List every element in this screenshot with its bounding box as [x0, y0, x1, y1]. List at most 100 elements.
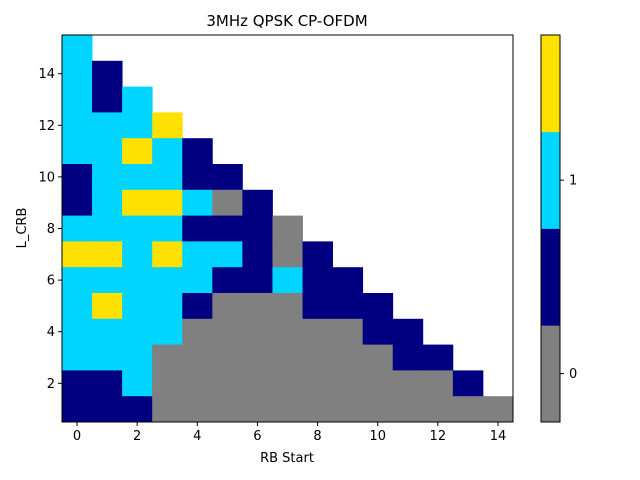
heatmap-cell [152, 370, 183, 397]
heatmap-cell [242, 189, 273, 216]
colorbar-tick-label: 0 [569, 367, 577, 382]
heatmap-cell [212, 370, 243, 397]
heatmap-cell [242, 293, 273, 320]
heatmap-cell [212, 189, 243, 216]
heatmap-cell [152, 267, 183, 294]
heatmap-cell [92, 293, 123, 320]
heatmap-cell [242, 215, 273, 242]
heatmap-cell [122, 138, 153, 165]
heatmap-cell [92, 112, 123, 139]
y-tick-label: 10 [38, 170, 55, 185]
heatmap-cell [62, 215, 93, 242]
heatmap-cell [332, 344, 364, 371]
colorbar-segment [541, 228, 560, 326]
heatmap-cell [212, 344, 243, 371]
colorbar-tick-label: 1 [569, 174, 577, 189]
heatmap-cell [422, 396, 454, 423]
heatmap-cell [92, 344, 123, 371]
heatmap-cell [62, 344, 93, 371]
heatmap-cell [62, 318, 93, 345]
heatmap-cell [92, 241, 123, 268]
heatmap-cell [242, 318, 273, 345]
heatmap-cell [302, 370, 333, 397]
heatmap-cell [182, 138, 213, 165]
heatmap-cell [392, 344, 424, 371]
chart-title: 3MHz QPSK CP-OFDM [206, 12, 367, 30]
heatmap-cell [302, 344, 333, 371]
heatmap-cell [122, 293, 153, 320]
heatmap-cell [62, 86, 93, 113]
heatmap-cell [182, 189, 213, 216]
heatmap-cell [122, 164, 153, 191]
heatmap-cell [422, 370, 454, 397]
y-axis: 2 4 6 8 10 12 14 [38, 67, 62, 392]
heatmap-cell [272, 267, 303, 294]
heatmap-cell [92, 370, 123, 397]
heatmap-cell [272, 370, 303, 397]
heatmap-cell [332, 293, 364, 320]
heatmap-cell [152, 344, 183, 371]
heatmap-cell [152, 189, 183, 216]
heatmap-cell [212, 318, 243, 345]
heatmap-cell [182, 370, 213, 397]
heatmap-cell [182, 344, 213, 371]
colorbar-segment [541, 131, 560, 229]
heatmap-cell [62, 138, 93, 165]
x-tick-label: 14 [490, 429, 507, 444]
heatmap-cell [182, 293, 213, 320]
x-axis: 0 2 4 6 8 10 12 14 [73, 422, 506, 444]
heatmap-cell [212, 267, 243, 294]
heatmap-plot-area [61, 34, 514, 423]
heatmap-cell [362, 370, 394, 397]
heatmap-cell [242, 267, 273, 294]
heatmap-cell [242, 344, 273, 371]
heatmap-cell [152, 215, 183, 242]
heatmap-cell [182, 396, 213, 423]
heatmap-cell [302, 396, 333, 423]
heatmap-cell [212, 215, 243, 242]
heatmap-cell [152, 318, 183, 345]
heatmap-cell [362, 396, 394, 423]
x-axis-label: RB Start [260, 451, 314, 466]
heatmap-cell [122, 86, 153, 113]
y-tick-label: 6 [47, 274, 55, 289]
heatmap-cell [332, 396, 364, 423]
heatmap-cell [92, 396, 123, 423]
heatmap-cell [62, 112, 93, 139]
heatmap-cell [62, 189, 93, 216]
y-axis-label: L_CRB [15, 208, 30, 249]
x-tick-label: 2 [133, 429, 141, 444]
heatmap-cell [62, 396, 93, 423]
heatmap-cell [152, 293, 183, 320]
heatmap-cell [122, 215, 153, 242]
y-tick-label: 8 [47, 222, 55, 237]
heatmap-cell [62, 60, 93, 87]
y-tick-label: 14 [38, 67, 55, 82]
heatmap-cell [362, 293, 394, 320]
heatmap-cell [422, 344, 454, 371]
heatmap-cell [302, 241, 333, 268]
heatmap-cell [122, 318, 153, 345]
heatmap-cell [332, 267, 364, 294]
heatmap-cell [242, 370, 273, 397]
heatmap-cell [302, 293, 333, 320]
y-tick-label: 2 [47, 377, 55, 392]
heatmap-cell [182, 318, 213, 345]
heatmap-cell [182, 215, 213, 242]
heatmap-cell [62, 267, 93, 294]
y-tick-label: 12 [38, 119, 55, 134]
heatmap-cell [212, 241, 243, 268]
heatmap-cell [482, 396, 514, 423]
heatmap-cell [212, 396, 243, 423]
heatmap-cell [152, 164, 183, 191]
heatmap-cell [122, 112, 153, 139]
colorbar-segment [541, 35, 560, 133]
heatmap-cell [152, 112, 183, 139]
heatmap-cell [242, 396, 273, 423]
heatmap-cell [272, 241, 303, 268]
heatmap-cell [122, 189, 153, 216]
heatmap-cell [272, 318, 303, 345]
heatmap-cell [62, 241, 93, 268]
heatmap-cell [92, 86, 123, 113]
heatmap-cell [332, 370, 364, 397]
